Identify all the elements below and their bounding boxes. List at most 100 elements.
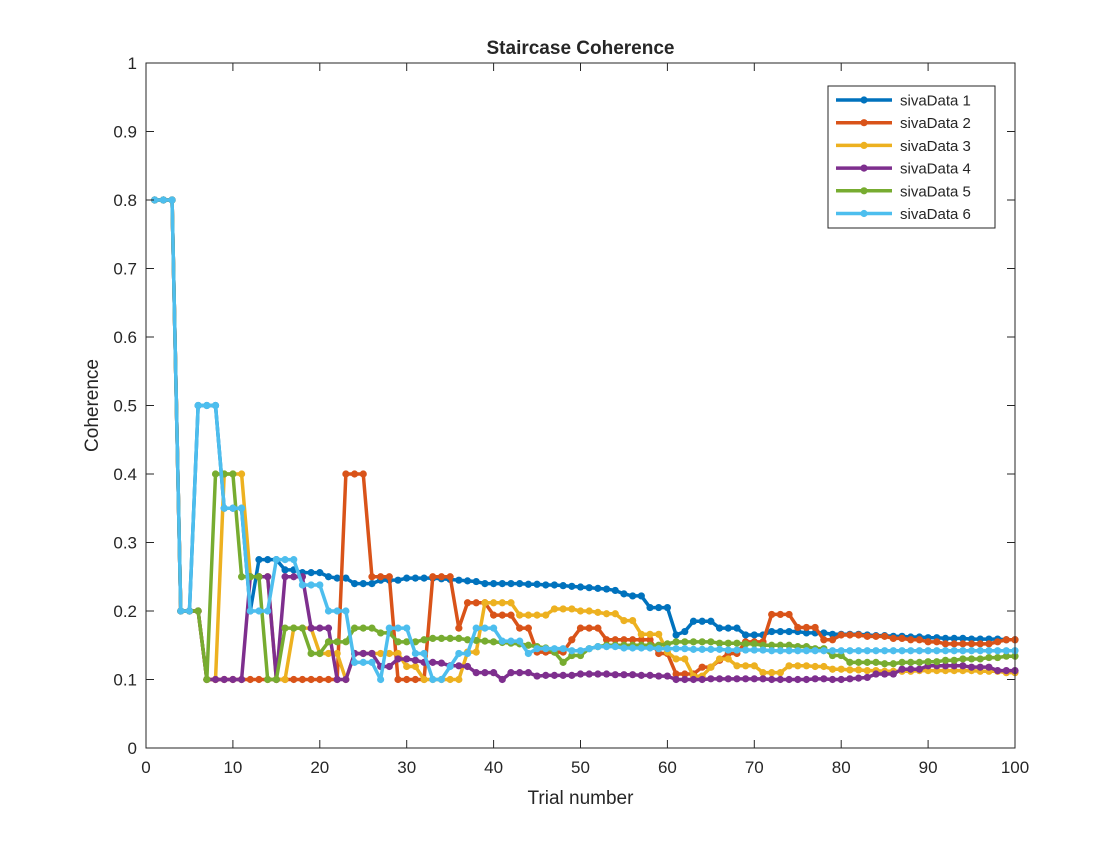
data-point (828, 665, 837, 673)
data-point (516, 637, 524, 645)
y-tick-label: 0.5 (113, 397, 137, 416)
data-point (385, 624, 393, 632)
data-point (490, 611, 498, 619)
data-point (342, 638, 350, 646)
data-point (698, 617, 706, 625)
data-point (437, 634, 446, 643)
data-point (368, 580, 376, 588)
data-point (854, 658, 863, 666)
data-point (776, 610, 784, 619)
data-point (550, 581, 559, 589)
data-point (707, 675, 715, 683)
data-point (637, 644, 645, 652)
data-point (898, 647, 906, 655)
data-point (924, 647, 932, 655)
data-point (846, 631, 854, 639)
data-point (455, 662, 463, 670)
data-point (785, 675, 793, 684)
data-point (889, 660, 897, 668)
data-point (950, 634, 958, 643)
data-point (316, 649, 324, 658)
data-point (742, 646, 750, 654)
data-point (1002, 667, 1010, 675)
data-point (237, 573, 246, 581)
data-point (516, 624, 524, 632)
data-point (576, 624, 585, 632)
data-point (333, 638, 341, 646)
data-point (455, 649, 463, 658)
data-point (585, 607, 593, 615)
data-point (342, 607, 350, 615)
data-point (333, 649, 341, 658)
data-point (385, 649, 393, 658)
data-point (950, 647, 958, 655)
data-point (802, 647, 811, 655)
y-tick-label: 0.9 (113, 123, 137, 142)
data-point (846, 666, 854, 674)
series-line (154, 198, 1015, 682)
data-point (724, 655, 732, 663)
data-point (490, 599, 498, 607)
x-tick-label: 80 (832, 758, 851, 777)
y-tick-label: 0.6 (113, 328, 137, 347)
data-point (611, 671, 619, 679)
data-point (994, 653, 1002, 662)
data-point (507, 637, 515, 645)
data-point (429, 573, 437, 581)
data-point (837, 647, 845, 655)
data-point (776, 669, 784, 677)
data-point (507, 599, 515, 607)
data-point (585, 645, 593, 653)
data-point (602, 585, 611, 593)
y-tick-label: 0.3 (113, 534, 137, 553)
legend-marker (860, 119, 868, 127)
data-point (411, 675, 419, 684)
data-point (585, 670, 593, 678)
data-point (194, 607, 202, 615)
x-tick-label: 70 (745, 758, 764, 777)
data-point (472, 669, 480, 677)
data-point (585, 584, 593, 592)
data-point (542, 645, 550, 653)
data-point (264, 573, 272, 581)
data-point (915, 636, 924, 644)
legend-marker (860, 141, 868, 149)
data-point (811, 647, 819, 655)
data-point (568, 636, 576, 644)
data-point (646, 636, 654, 644)
data-point (576, 583, 585, 591)
data-point (307, 581, 315, 589)
data-point (689, 617, 698, 625)
data-point (629, 592, 637, 600)
data-point (802, 629, 811, 637)
data-point (889, 647, 897, 655)
data-point (568, 671, 576, 679)
data-point (689, 645, 698, 653)
data-point (681, 655, 689, 663)
data-point (967, 647, 976, 655)
data-point (490, 638, 498, 646)
data-point (985, 663, 993, 671)
data-point (959, 662, 967, 670)
data-point (637, 630, 645, 638)
data-point (759, 646, 767, 654)
legend-label: sivaData 6 (900, 206, 971, 223)
data-point (967, 655, 976, 663)
data-point (394, 649, 402, 658)
data-point (698, 638, 706, 646)
data-point (307, 649, 315, 658)
data-point (742, 631, 750, 639)
data-point (394, 675, 402, 684)
data-point (246, 607, 254, 615)
data-point (794, 623, 802, 632)
y-tick-label: 1 (128, 54, 137, 73)
data-point (976, 640, 984, 648)
data-point (898, 665, 906, 673)
data-point (498, 611, 506, 619)
data-point (602, 670, 611, 678)
data-point (437, 573, 446, 581)
data-point (602, 643, 611, 651)
data-point (359, 649, 367, 658)
data-point (463, 599, 472, 607)
